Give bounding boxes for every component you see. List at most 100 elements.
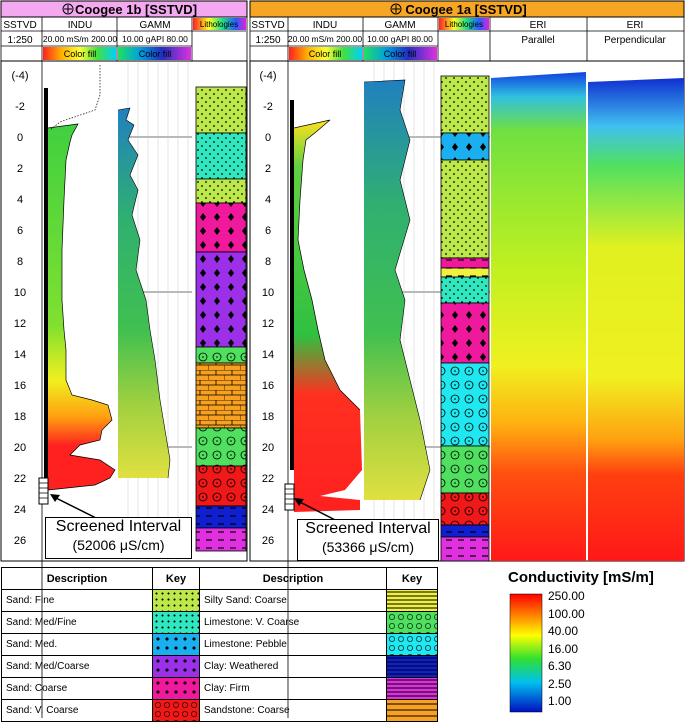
lithology-unit-pattern [196,133,246,179]
lithology-unit-pattern [441,525,489,537]
well1-callout-value: (52006 μS/cm) [72,537,165,553]
lithology-unit-pattern [441,160,489,258]
depth-label: 8 [17,256,23,268]
legend-description: Limestone: Pebble [199,633,387,656]
legend-description: Clay: Firm [199,677,387,700]
depth-label: 24 [14,504,26,516]
well1-casing-bar [44,88,48,478]
well1-track-frame [0,60,248,562]
well2-screened-interval-callout: Screened Interval (53366 μS/cm) [297,519,439,561]
depth-label: 18 [262,411,274,423]
well2-gamm-curve [363,79,431,501]
well1-indu-header: INDU [68,20,92,31]
lithology-unit-pattern [441,303,489,363]
well1-depth-header: SSTVD [3,20,36,31]
lithology-unit-pattern [441,277,489,303]
color-scale-title: Conductivity [mS/m] [508,569,654,586]
legend-description: Limestone: V. Coarse [199,611,387,634]
legend-key-swatch-limestone-pebble [386,633,438,656]
lithology-unit-pattern [196,506,246,528]
lithology-unit-pattern [441,446,489,493]
color-scale-label: 2.50 [548,676,572,691]
well2-depth-header: SSTVD [251,20,284,31]
color-scale-label: 250.00 [548,589,585,603]
legend-description: Sand: Fine [1,589,153,612]
legend-desc-header-right: Description [199,567,387,590]
legend-key-header-left: Key [152,567,200,590]
legend-description: Clay: Weathered [199,655,387,678]
legend-key-swatch-limestone-vcoarse [386,611,438,634]
legend-key-swatch-sand-medfine [152,611,200,634]
well1-gamm-range: 10.00 gAPI 80.00 [122,34,188,44]
well1-lithology-header [193,18,246,30]
well2-indu-range: 20.00 mS/m 200.00 [288,34,362,44]
well2-title-icon [390,3,402,15]
depth-label: 12 [262,318,274,330]
well1-gamm-fill-label: Color fill [139,49,172,59]
well1-gamm-header: GAMM [139,20,170,31]
legend-description: Sand: Coarse [1,677,153,700]
legend-key-header-right: Key [386,567,438,590]
well2-callout-arrowhead [294,498,304,506]
eri-parallel-header: ERI [530,20,547,31]
well2-depth-scale: 1:250 [255,35,280,46]
eri-perpendicular-panel [588,78,684,561]
depth-label: 26 [262,535,274,547]
well1-indu-fill [48,124,115,490]
depth-label: 0 [17,132,23,144]
depth-label: 10 [262,287,274,299]
well2-screen-marker [284,483,295,511]
color-scale-label: 6.30 [548,659,572,673]
color-scale-label: 1.00 [548,694,572,708]
eri-perpendicular-header: ERI [627,20,644,31]
lithology-unit-pattern [441,493,489,525]
lithology-unit-pattern [441,363,489,446]
lithology-unit-pattern [196,252,246,347]
well2-indu-fill [294,120,362,512]
legend-description: Sandstone: Coarse [199,699,387,722]
well2-casing-bar [290,100,294,470]
well2-callout-title: Screened Interval [305,520,431,537]
well2-indu-fill-label: Color fill [309,49,342,59]
well2-lithology-header [439,18,489,30]
legend-key-swatch-sand-medcoarse [152,655,200,678]
well2-indu-colorfill [289,47,362,60]
depth-label: 18 [14,411,26,423]
eri-parallel-panel [491,72,586,561]
lithology-unit-pattern [441,268,489,277]
legend-key-swatch-clay-weathered [386,655,438,678]
conductivity-color-bar [509,593,543,713]
depth-label: 4 [17,194,23,206]
lithology-unit-pattern [441,133,489,160]
well1-indu-range: 20.00 mS/m 200.00 [43,34,117,44]
well1-indu-fill-label: Color fill [64,49,97,59]
lithology-unit-pattern [196,203,246,252]
legend-key-swatch-sand-fine [152,589,200,612]
well1-title-icon [62,3,74,15]
well2-title: Coogee 1a [SSTVD] [405,2,526,17]
depth-label: 26 [14,535,26,547]
legend-key-swatch-silty-sand [386,589,438,612]
legend-description: Silty Sand: Coarse [199,589,387,612]
well1-callout-arrowhead [50,494,60,502]
well1-lithology-column [195,86,247,552]
well2-indu-curve [293,119,361,411]
depth-label: 6 [17,225,23,237]
legend-key-swatch-sandstone [386,699,438,722]
depth-label: -2 [15,101,25,113]
legend-row: Sand: V. Coarse Sandstone: Coarse [1,699,438,722]
well2-lithology-label: Lithologies [445,20,483,29]
depth-label: 20 [262,442,274,454]
well2-callout-value: (53366 μS/cm) [321,539,415,555]
depth-label: 14 [14,349,26,361]
depth-label: (-4) [259,70,276,82]
lithology-unit-pattern [441,537,489,561]
lithology-unit-pattern [196,428,246,466]
depth-label: 16 [14,380,26,392]
depth-label: 4 [265,194,271,206]
lithology-unit-pattern [196,466,246,506]
legend-description: Sand: Med. [1,633,153,656]
lithology-unit-pattern [196,528,246,551]
